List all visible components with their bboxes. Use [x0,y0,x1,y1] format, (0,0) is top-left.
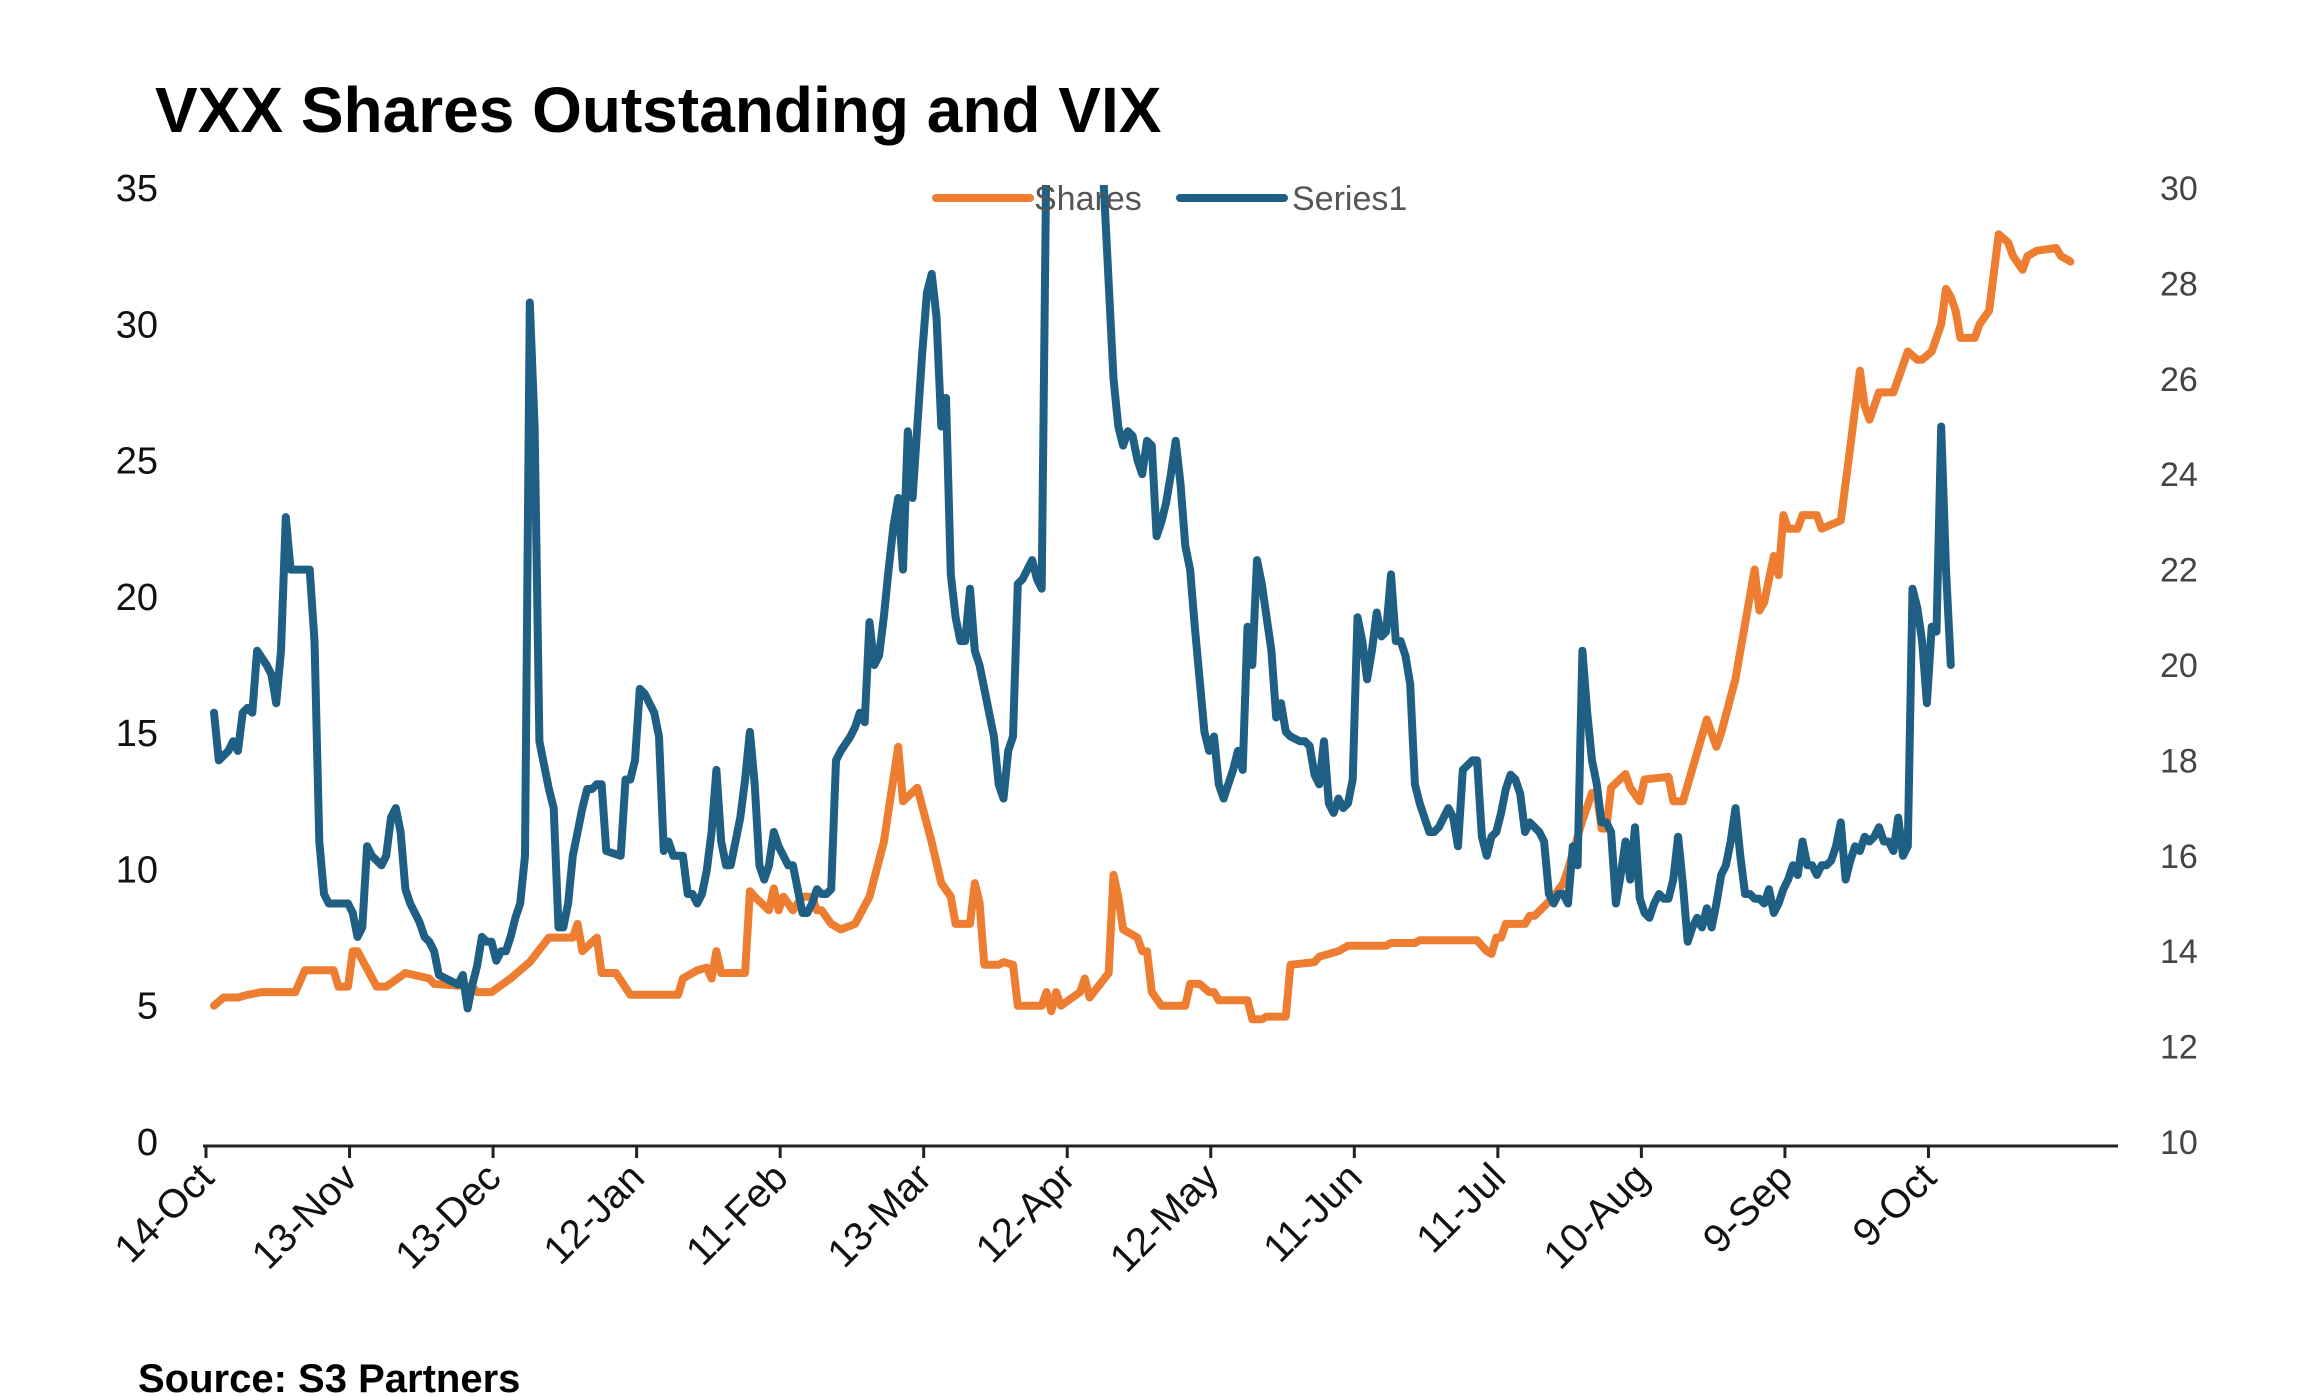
x-tick-label: 12-Apr [968,1155,1084,1271]
y-left-tick-label: 10 [116,849,158,891]
y-right-tick-label: 16 [2160,838,2198,876]
y-right-tick-label: 12 [2160,1029,2198,1067]
chart-title: VXX Shares Outstanding and VIX [155,74,1162,146]
legend-label-series1: Series1 [1292,180,1407,218]
x-tick-label: 9-Oct [1845,1155,1945,1255]
x-tick-label: 11-Jul [1408,1155,1514,1261]
y-left-tick-label: 20 [116,577,158,619]
y-left-tick-label: 25 [116,441,158,483]
right-axis-ticks: 10 12 14 16 18 20 22 24 26 28 30 [2160,170,2198,1162]
x-tick-label: 13-Dec [387,1155,509,1277]
x-tick-label: 10-Aug [1535,1155,1657,1277]
y-left-tick-label: 5 [137,986,158,1028]
y-left-tick-label: 15 [116,713,158,755]
y-right-tick-label: 28 [2160,265,2198,303]
y-right-tick-label: 22 [2160,552,2198,590]
x-axis-ticks: 14-Oct 13-Nov 13-Dec 12-Jan 11-Feb 13-Mar 12-A… [106,1146,1945,1281]
series-line-series1 [210,185,1955,1013]
y-right-tick-label: 18 [2160,742,2198,780]
series-line-shares [210,230,2075,1024]
x-tick-label: 14-Oct [106,1155,222,1271]
source-note: Source: S3 Partners [138,1357,520,1396]
x-tick-label: 12-May [1102,1155,1227,1280]
x-tick-label: 11-Jun [1255,1155,1371,1271]
y-right-tick-label: 20 [2160,647,2198,685]
y-right-tick-label: 26 [2160,361,2198,399]
x-tick-label: 11-Feb [678,1155,797,1274]
left-axis-ticks: 0 5 10 15 20 25 30 35 [116,168,158,1164]
y-right-tick-label: 24 [2160,456,2198,494]
y-right-tick-label: 10 [2160,1124,2198,1162]
x-tick-label: 12-Jan [535,1155,653,1273]
legend-label-shares: Shares [1034,180,1142,218]
y-left-tick-label: 30 [116,304,158,346]
x-tick-label: 13-Nov [244,1155,366,1277]
y-left-tick-label: 35 [116,168,158,210]
legend: Shares Series1 [932,180,1407,218]
x-tick-label: 13-Mar [819,1155,940,1276]
y-left-tick-label: 0 [137,1122,158,1164]
y-right-tick-label: 30 [2160,170,2198,208]
x-tick-label: 9-Sep [1695,1155,1802,1262]
y-right-tick-label: 14 [2160,933,2198,971]
